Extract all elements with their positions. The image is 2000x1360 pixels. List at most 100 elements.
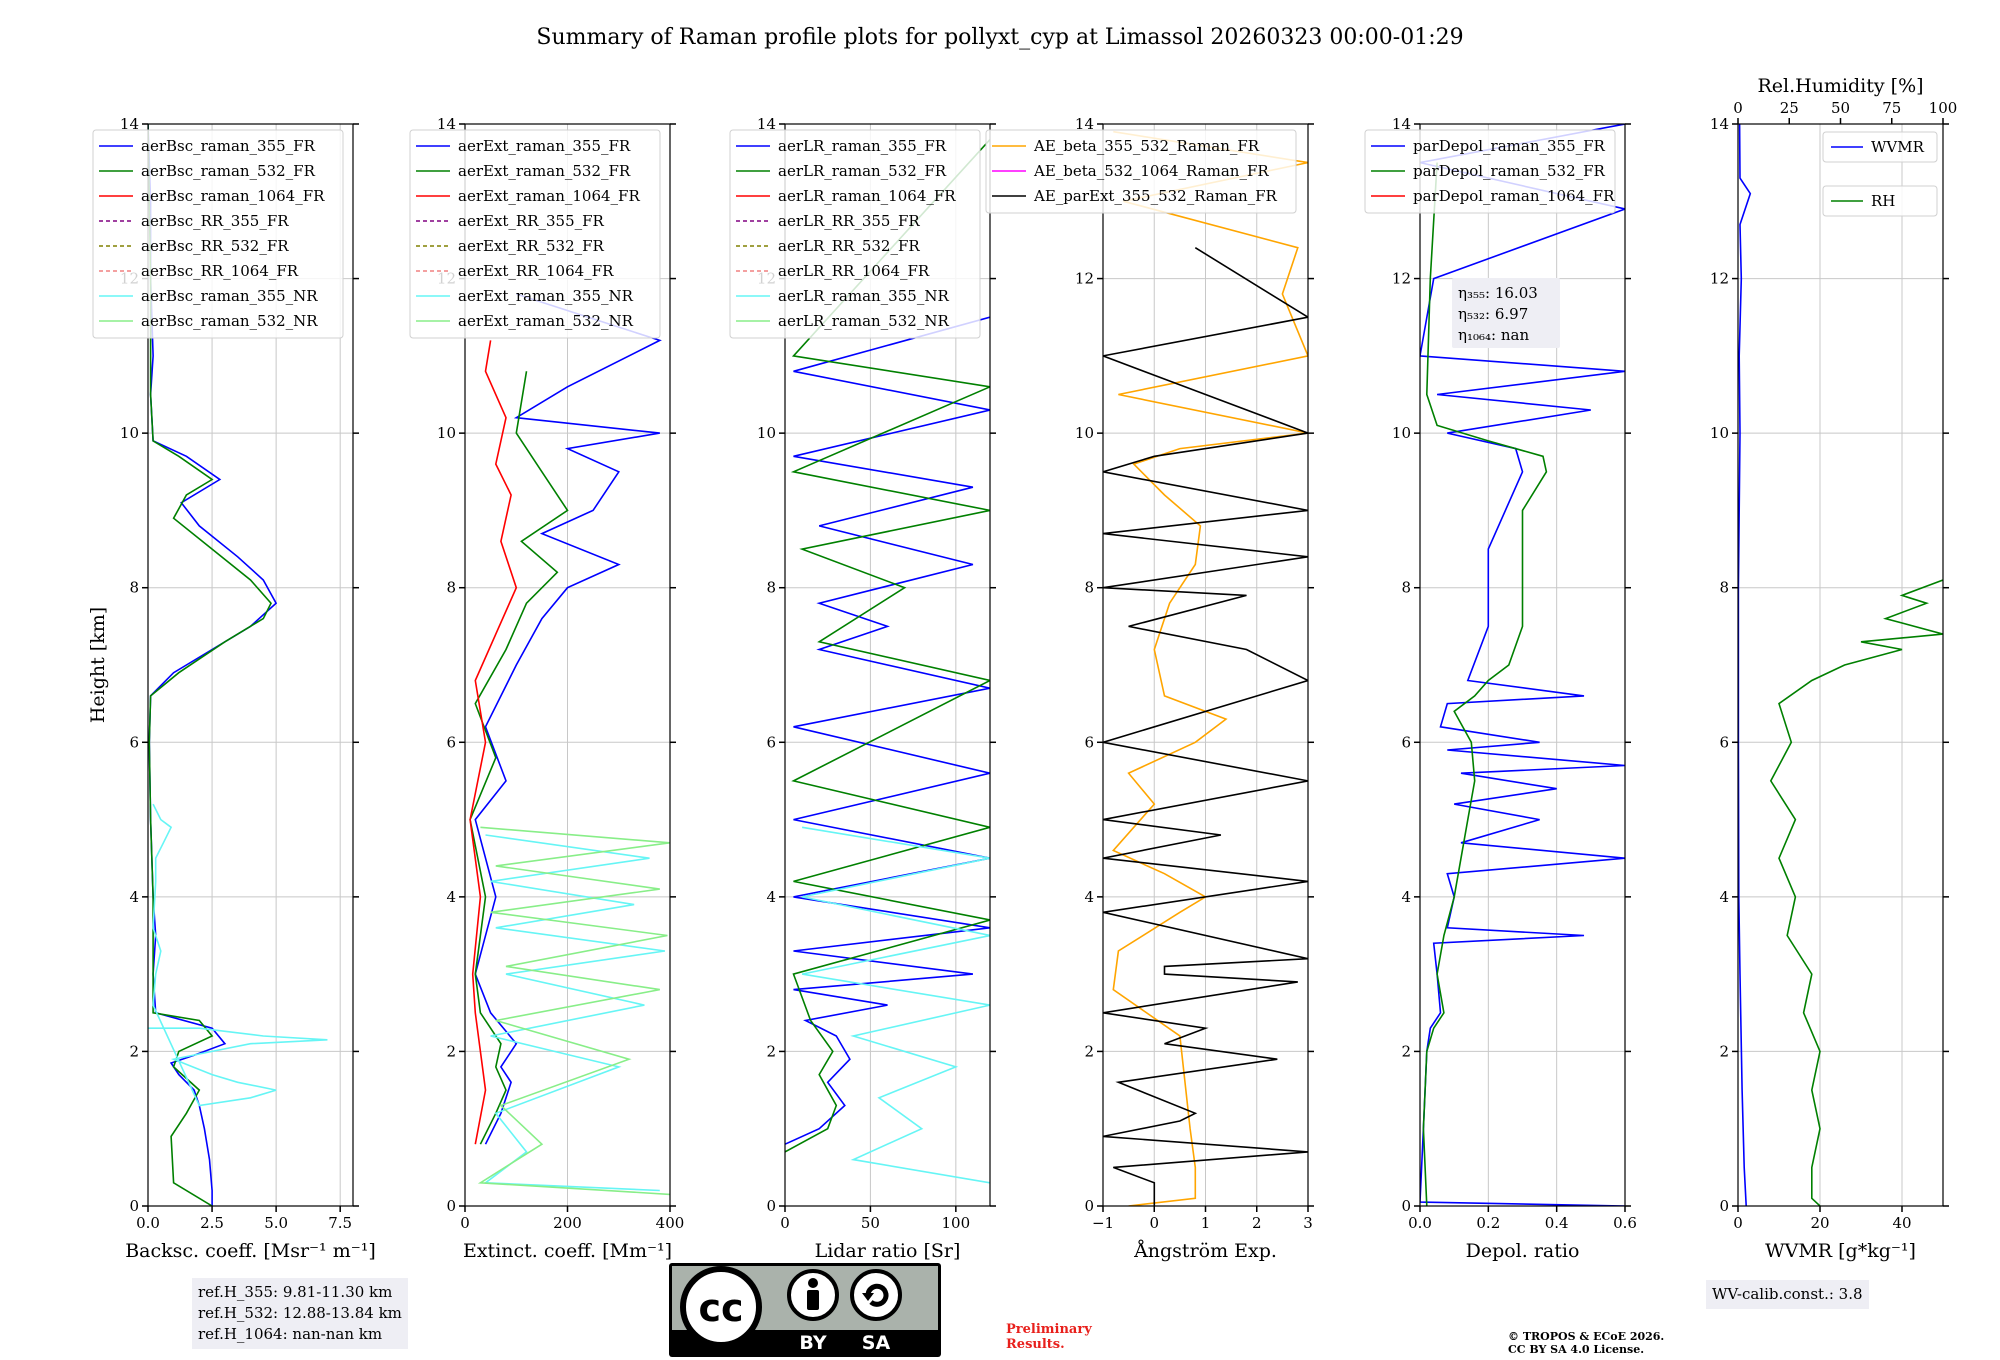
y-tick-label: 6 <box>1719 733 1729 751</box>
x-tick-label: 20 <box>1810 1214 1829 1232</box>
cc-logo-icon <box>680 1266 762 1348</box>
x-tick-label: 400 <box>656 1214 685 1232</box>
y-tick-label: 0 <box>1401 1197 1411 1215</box>
legend-label: aerBsc_RR_1064_FR <box>141 262 299 280</box>
ref-height-355: ref.H_355: 9.81-11.30 km <box>198 1283 393 1301</box>
series-group <box>1103 130 1308 1206</box>
x-axis-label: Extinct. coeff. [Mm⁻¹] <box>463 1240 672 1262</box>
y-tick-label: 10 <box>1075 424 1094 442</box>
y-tick-label: 0 <box>446 1197 456 1215</box>
legend-label: aerBsc_raman_355_NR <box>141 287 318 305</box>
legend-box <box>729 129 981 339</box>
y-tick-label: 2 <box>1401 1042 1411 1060</box>
x-tick-label: 0 <box>460 1214 470 1232</box>
cc-logo-text: cc <box>698 1286 743 1330</box>
y-tick-label: 12 <box>1710 270 1729 288</box>
y-tick-label: 2 <box>446 1042 456 1060</box>
y-tick-label: 6 <box>766 733 776 751</box>
y-tick-label: 4 <box>129 888 139 906</box>
calibration-annotation-line: η₃₅₅: 16.03 <box>1458 284 1538 302</box>
x-tick-label: 0 <box>780 1214 790 1232</box>
legend-label: parDepol_raman_532_FR <box>1413 162 1606 180</box>
y-tick-label: 2 <box>1719 1042 1729 1060</box>
x-tick-label: 2.5 <box>200 1214 224 1232</box>
x-tick-label: 2 <box>1252 1214 1262 1232</box>
y-tick-label: 0 <box>129 1197 139 1215</box>
legend-label: aerExt_RR_1064_FR <box>458 262 614 280</box>
x-tick-label: 5.0 <box>264 1214 288 1232</box>
y-tick-label: 4 <box>1719 888 1729 906</box>
legend-label: aerExt_raman_1064_FR <box>458 187 640 205</box>
legend-label: aerBsc_raman_1064_FR <box>141 187 325 205</box>
series-aerExt_raman_355_NR <box>483 834 666 1192</box>
y-tick-label: 14 <box>120 115 139 133</box>
calibration-annotation-line: η₁₀₆₄: nan <box>1458 326 1529 344</box>
y-tick-label: 12 <box>1392 270 1411 288</box>
y-tick-label: 10 <box>757 424 776 442</box>
series-aerLR_raman_355_FR <box>785 316 990 1145</box>
y-tick-label: 6 <box>1084 733 1094 751</box>
series-AE_beta_355_532_Raman_FR <box>1111 130 1308 1206</box>
share-alike-arrow-icon <box>865 1283 889 1307</box>
wv-calibration-constant: WV-calib.const.: 3.8 <box>1712 1285 1863 1303</box>
series-WVMR <box>1738 124 1752 1206</box>
x-tick-label: 0.0 <box>136 1214 160 1232</box>
y-tick-label: 2 <box>766 1042 776 1060</box>
series-aerExt_raman_532_NR <box>477 826 670 1196</box>
series-group <box>785 138 990 1184</box>
series-AE_parExt_355_532_Raman_FR <box>1103 247 1308 1206</box>
y-tick-label: 8 <box>129 579 139 597</box>
y-tick-label: 14 <box>1075 115 1094 133</box>
y-tick-label: 4 <box>446 888 456 906</box>
legend-box <box>1822 185 1938 217</box>
legend-label: aerLR_raman_1064_FR <box>778 187 956 205</box>
legend-box <box>1364 129 1616 214</box>
ref-height-1064: ref.H_1064: nan-nan km <box>198 1325 383 1343</box>
x-tick-label: 100 <box>942 1214 971 1232</box>
series-aerLR_raman_532_FR <box>785 138 990 1153</box>
person-head-icon <box>808 1278 818 1288</box>
series-aerExt_raman_1064_FR <box>469 340 518 1145</box>
plot-frame <box>1419 123 1626 1207</box>
x-tick-label: 0 <box>1733 1214 1743 1232</box>
copyright-line-1: © TROPOS & ECoE 2026. <box>1508 1330 1665 1343</box>
badge-by-label: BY <box>799 1332 826 1354</box>
legend-label: aerBsc_RR_355_FR <box>141 212 289 230</box>
series-aerLR_raman_355_NR <box>801 826 990 1184</box>
y-tick-label: 8 <box>446 579 456 597</box>
cc-by-sa-license-badge: cc BY SA <box>669 1263 941 1357</box>
legend-label: aerExt_RR_532_FR <box>458 237 605 255</box>
series-RH <box>1769 579 1943 1206</box>
series-group <box>1738 124 1943 1206</box>
legend-label: aerBsc_raman_532_NR <box>141 312 318 330</box>
legend-box <box>409 129 661 339</box>
legend-label: aerLR_raman_355_FR <box>778 137 947 155</box>
series-group <box>148 124 328 1206</box>
legend-label: aerLR_raman_355_NR <box>778 287 949 305</box>
preliminary-line-2: Results. <box>1006 1337 1065 1352</box>
x-tick-label: 7.5 <box>328 1214 352 1232</box>
panel-extinction: 024681012140200400Extinct. coeff. [Mm⁻¹]… <box>409 115 685 1262</box>
top-x-tick-label: 50 <box>1831 99 1850 117</box>
x-tick-label: 3 <box>1303 1214 1313 1232</box>
legend-label: aerExt_raman_532_NR <box>458 312 634 330</box>
plot-frame <box>784 123 991 1207</box>
x-axis-label: Lidar ratio [Sr] <box>815 1240 961 1262</box>
preliminary-results-note: Preliminary Results. <box>1006 1322 1092 1352</box>
y-tick-label: 10 <box>120 424 139 442</box>
series-parDepol_raman_532_FR <box>1422 162 1548 1206</box>
x-tick-label: 0.4 <box>1545 1214 1569 1232</box>
x-tick-label: 0 <box>1149 1214 1159 1232</box>
calibration-annotation-box <box>1452 278 1560 348</box>
legend-label: aerBsc_raman_355_FR <box>141 137 316 155</box>
legend-label: aerLR_RR_355_FR <box>778 212 920 230</box>
legend-label: WVMR <box>1871 138 1925 156</box>
wv-calibration-box: WV-calib.const.: 3.8 <box>1706 1280 1869 1309</box>
plot-frame <box>147 123 354 1207</box>
y-tick-label: 14 <box>1710 115 1729 133</box>
x-tick-label: 0.0 <box>1408 1214 1432 1232</box>
reference-heights-box: ref.H_355: 9.81-11.30 km ref.H_532: 12.8… <box>192 1278 408 1349</box>
y-tick-label: 8 <box>1719 579 1729 597</box>
legend-label: aerBsc_raman_532_FR <box>141 162 316 180</box>
